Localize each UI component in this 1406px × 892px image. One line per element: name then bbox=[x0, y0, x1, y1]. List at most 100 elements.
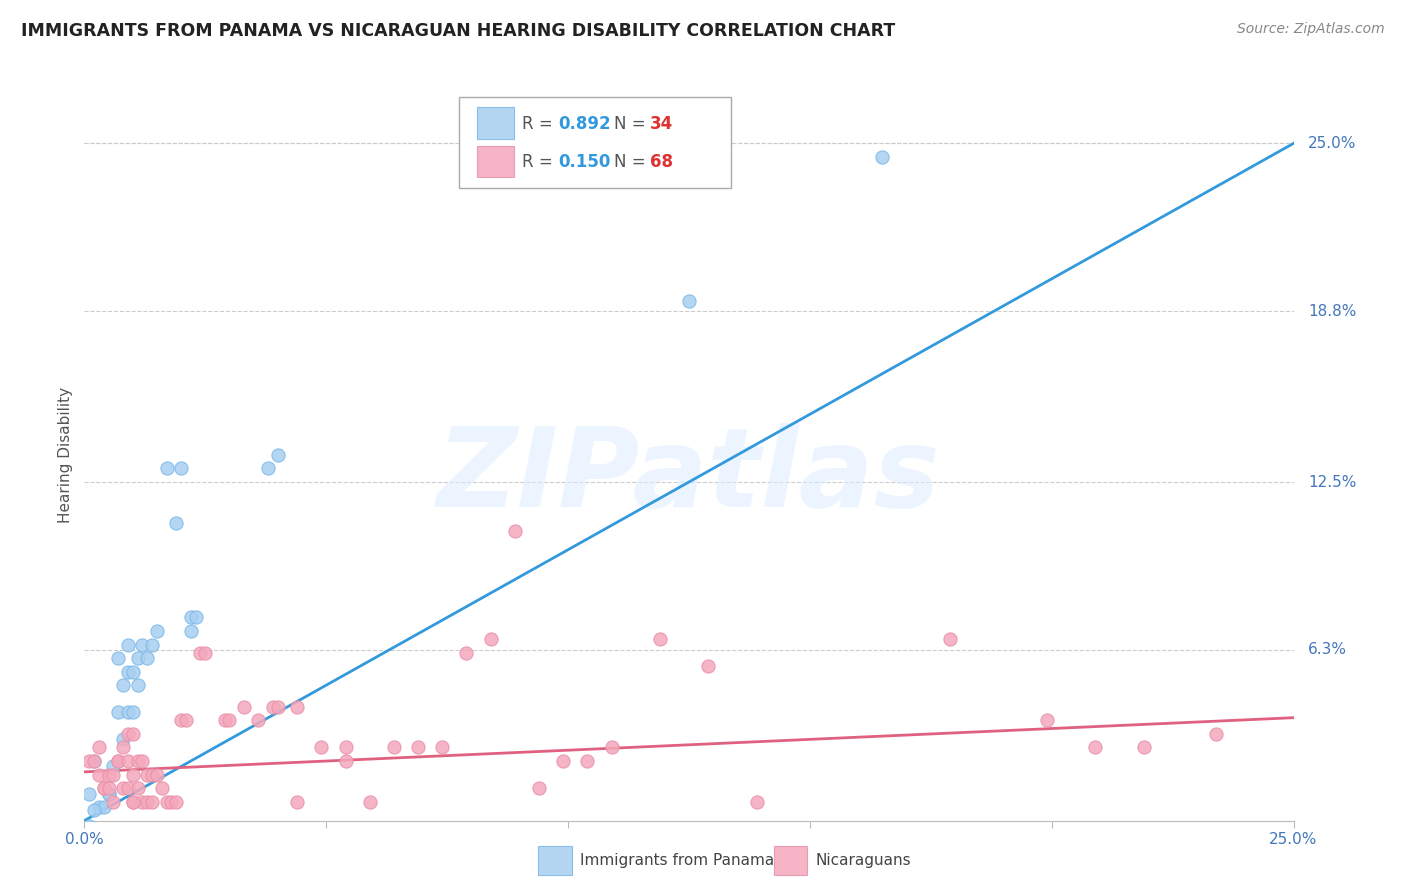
Text: N =: N = bbox=[614, 114, 651, 133]
Point bbox=[107, 706, 129, 720]
Point bbox=[155, 461, 177, 475]
Point bbox=[112, 781, 135, 796]
Point bbox=[146, 624, 169, 638]
Point bbox=[678, 293, 700, 308]
Point bbox=[194, 646, 217, 660]
Text: IMMIGRANTS FROM PANAMA VS NICARAGUAN HEARING DISABILITY CORRELATION CHART: IMMIGRANTS FROM PANAMA VS NICARAGUAN HEA… bbox=[21, 22, 896, 40]
Point bbox=[131, 638, 153, 652]
FancyBboxPatch shape bbox=[538, 847, 572, 876]
Point bbox=[165, 516, 187, 530]
Point bbox=[117, 706, 139, 720]
Point bbox=[117, 727, 139, 741]
Text: 0.150: 0.150 bbox=[558, 153, 610, 170]
Point bbox=[233, 699, 256, 714]
Point bbox=[872, 150, 894, 164]
FancyBboxPatch shape bbox=[460, 96, 731, 188]
Text: 6.3%: 6.3% bbox=[1308, 642, 1347, 657]
Point bbox=[576, 754, 599, 768]
Point bbox=[117, 665, 139, 679]
Point bbox=[218, 714, 240, 728]
Point bbox=[121, 706, 143, 720]
Point bbox=[150, 781, 173, 796]
Point bbox=[257, 461, 280, 475]
Point bbox=[112, 678, 135, 692]
Point bbox=[136, 767, 159, 781]
Point bbox=[180, 610, 202, 624]
Point bbox=[87, 740, 110, 755]
Point bbox=[311, 740, 333, 755]
Point bbox=[170, 461, 193, 475]
Point bbox=[121, 727, 143, 741]
Point bbox=[503, 524, 526, 538]
Point bbox=[136, 795, 159, 809]
Point bbox=[83, 754, 105, 768]
Text: 25.0%: 25.0% bbox=[1308, 136, 1357, 151]
Text: 68: 68 bbox=[650, 153, 673, 170]
Point bbox=[141, 767, 163, 781]
Point bbox=[1132, 740, 1154, 755]
Point bbox=[103, 767, 125, 781]
Point bbox=[170, 714, 193, 728]
Text: N =: N = bbox=[614, 153, 651, 170]
Point bbox=[117, 754, 139, 768]
Point bbox=[285, 699, 308, 714]
Point bbox=[131, 754, 153, 768]
Point bbox=[155, 795, 177, 809]
Point bbox=[117, 781, 139, 796]
Point bbox=[93, 781, 115, 796]
Point bbox=[93, 781, 115, 796]
Point bbox=[103, 795, 125, 809]
Point bbox=[600, 740, 623, 755]
Point bbox=[97, 787, 120, 801]
Point bbox=[267, 448, 290, 462]
Y-axis label: Hearing Disability: Hearing Disability bbox=[58, 387, 73, 523]
Point bbox=[479, 632, 502, 647]
Text: R =: R = bbox=[522, 114, 558, 133]
Point bbox=[136, 651, 159, 665]
Point bbox=[697, 659, 720, 673]
Point bbox=[285, 795, 308, 809]
Point bbox=[121, 795, 143, 809]
Point bbox=[121, 767, 143, 781]
Point bbox=[262, 699, 284, 714]
Point bbox=[77, 787, 100, 801]
Point bbox=[160, 795, 183, 809]
Text: 0.892: 0.892 bbox=[558, 114, 612, 133]
Point bbox=[184, 610, 207, 624]
Text: 34: 34 bbox=[650, 114, 673, 133]
Point bbox=[456, 646, 478, 660]
Text: R =: R = bbox=[522, 153, 558, 170]
Point bbox=[174, 714, 197, 728]
Point bbox=[214, 714, 236, 728]
Point bbox=[180, 624, 202, 638]
Point bbox=[141, 795, 163, 809]
Text: 12.5%: 12.5% bbox=[1308, 475, 1357, 490]
FancyBboxPatch shape bbox=[773, 847, 807, 876]
Text: Nicaraguans: Nicaraguans bbox=[815, 854, 911, 869]
Point bbox=[406, 740, 429, 755]
Point bbox=[77, 754, 100, 768]
FancyBboxPatch shape bbox=[478, 145, 513, 177]
Point bbox=[127, 651, 149, 665]
Point bbox=[127, 781, 149, 796]
Point bbox=[107, 754, 129, 768]
Point bbox=[127, 678, 149, 692]
Point bbox=[527, 781, 550, 796]
Text: ZIPatlas: ZIPatlas bbox=[437, 424, 941, 531]
FancyBboxPatch shape bbox=[478, 108, 513, 139]
Point bbox=[107, 754, 129, 768]
Point bbox=[121, 795, 143, 809]
Text: Immigrants from Panama: Immigrants from Panama bbox=[581, 854, 775, 869]
Point bbox=[939, 632, 962, 647]
Point bbox=[359, 795, 381, 809]
Point bbox=[335, 754, 357, 768]
Point bbox=[117, 638, 139, 652]
Point bbox=[83, 754, 105, 768]
Point bbox=[190, 646, 212, 660]
Point bbox=[83, 803, 105, 817]
Point bbox=[97, 781, 120, 796]
Point bbox=[112, 732, 135, 747]
Text: 18.8%: 18.8% bbox=[1308, 304, 1357, 318]
Point bbox=[77, 819, 100, 833]
Point bbox=[112, 740, 135, 755]
